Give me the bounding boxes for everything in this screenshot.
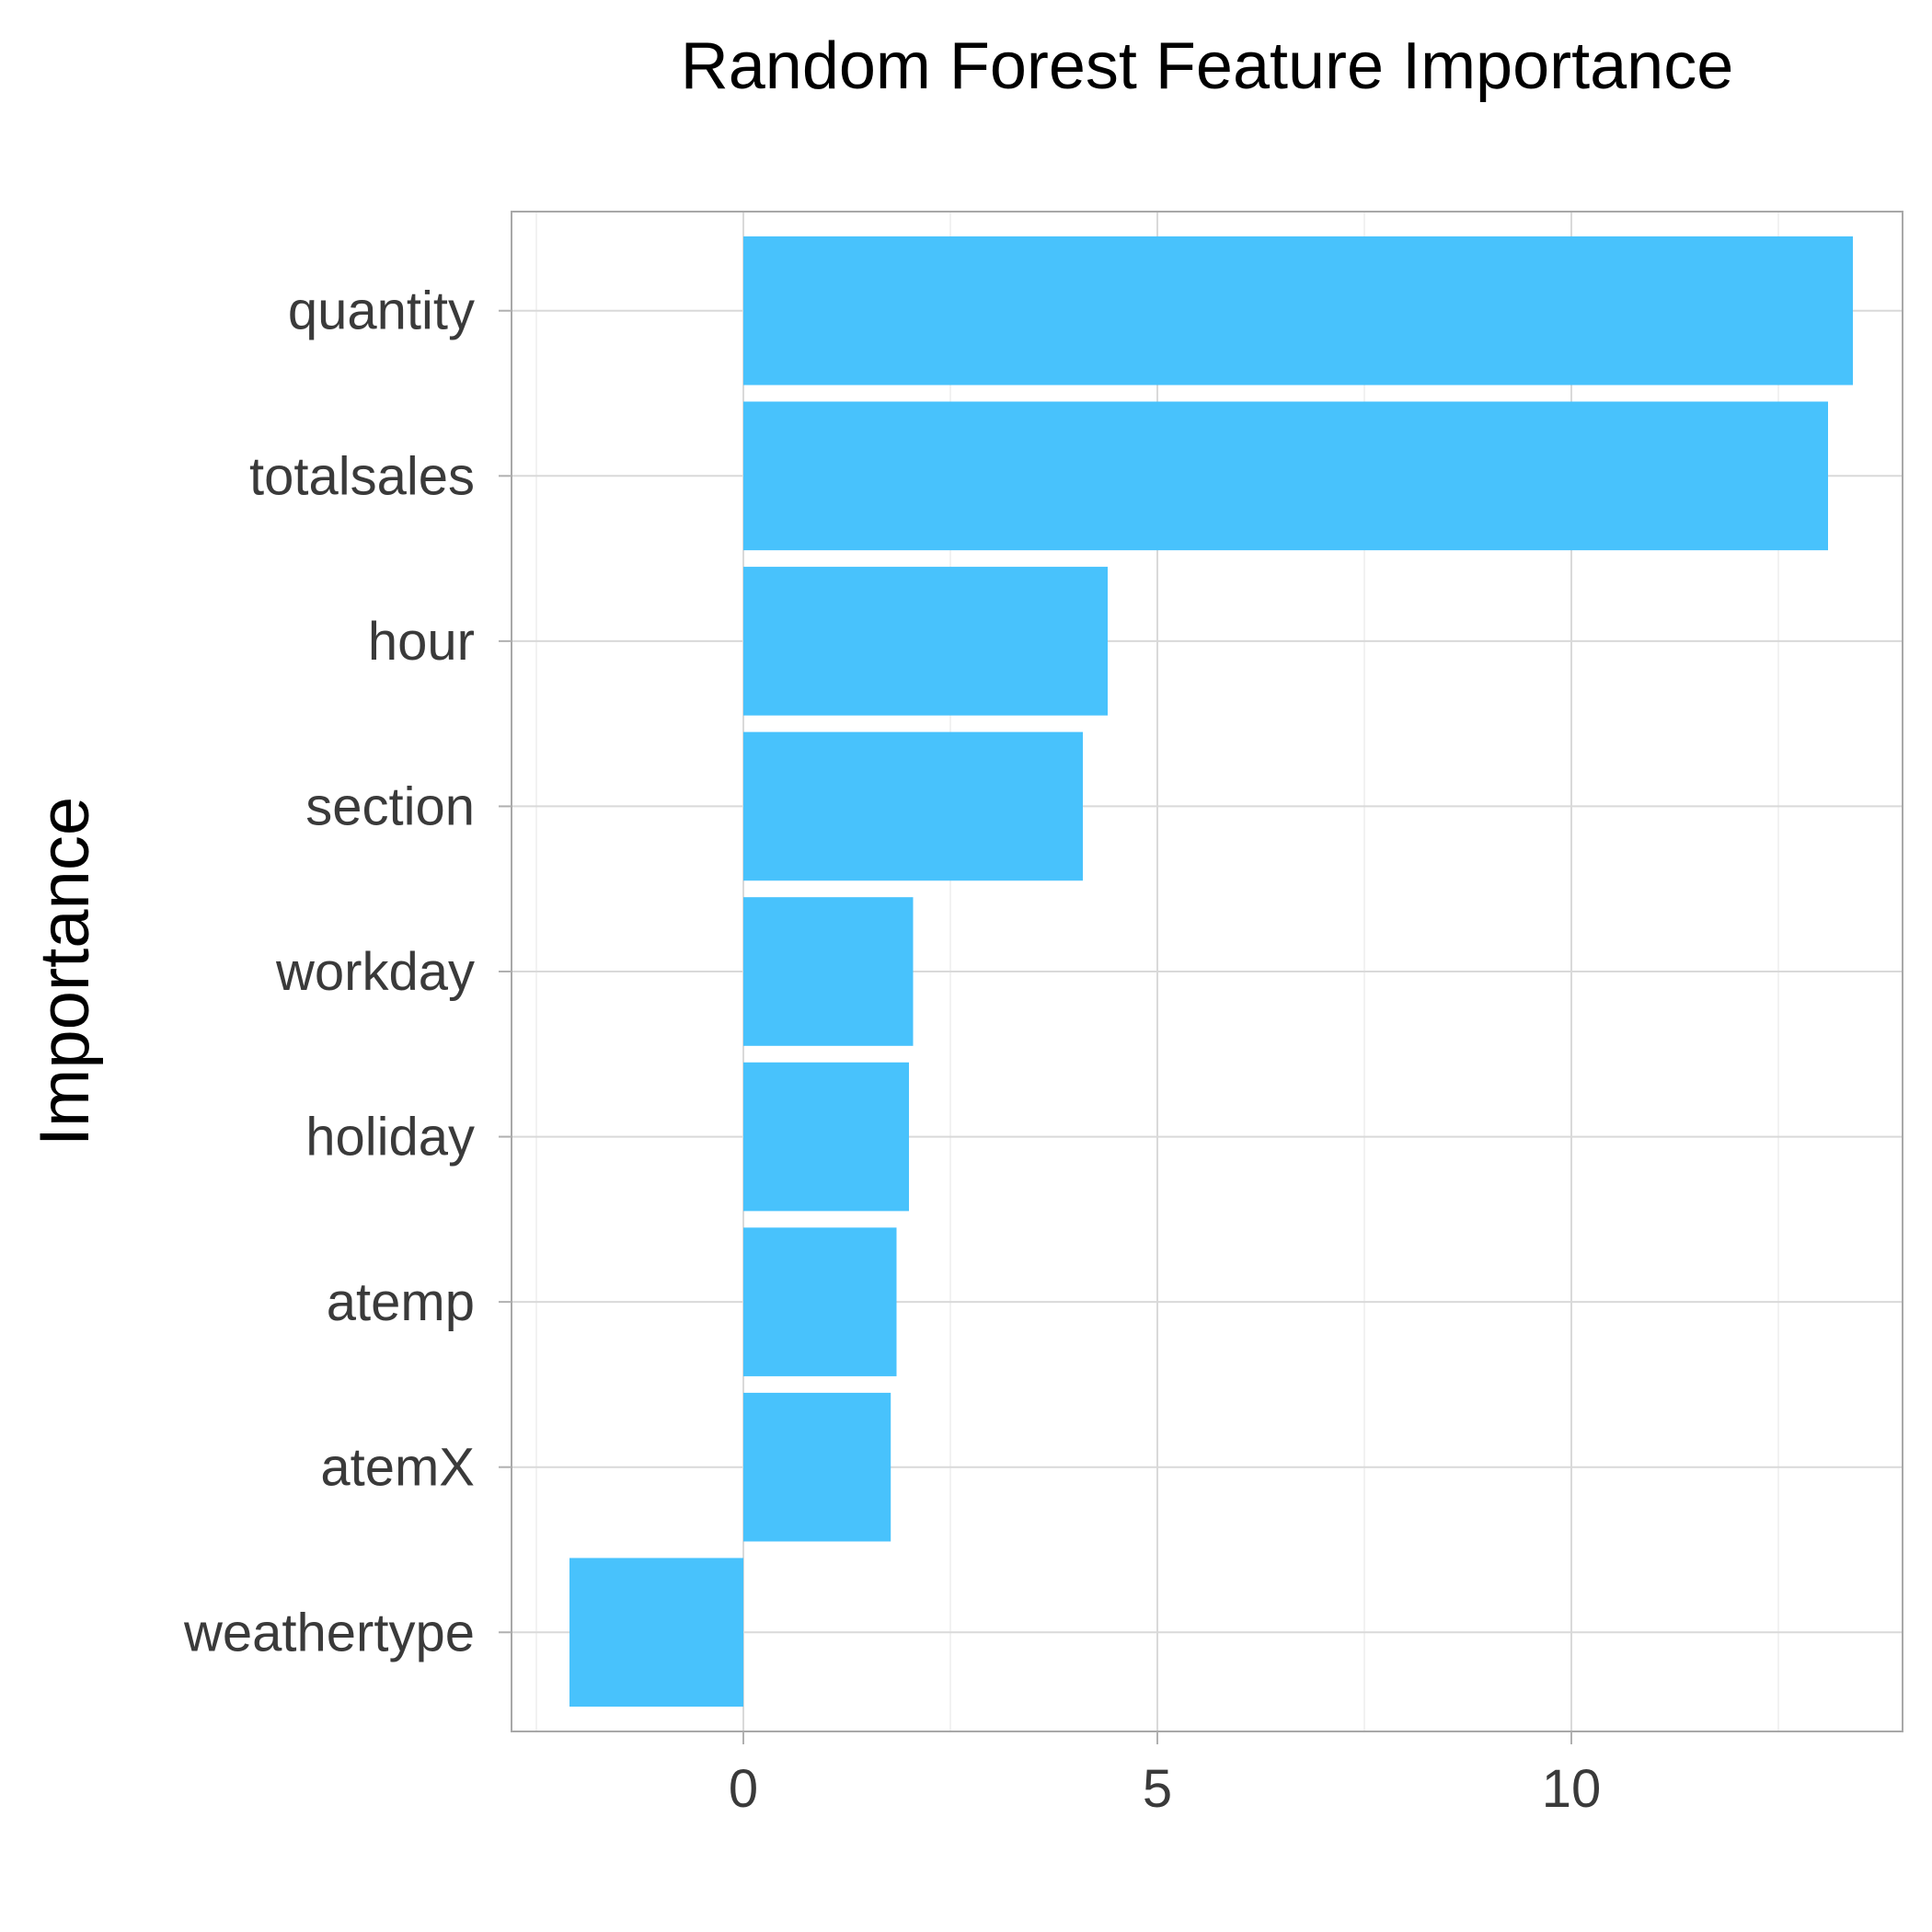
- bar-hour: [743, 567, 1108, 716]
- x-tick-labels: 0 5 10: [729, 1759, 1601, 1819]
- y-tick-labels: quantity totalsales hour section workday holi…: [183, 282, 475, 1663]
- y-axis-title: Importance: [26, 797, 104, 1146]
- bar-holiday: [743, 1062, 909, 1212]
- bar-workday: [743, 897, 914, 1046]
- bar-weathertype: [569, 1558, 743, 1708]
- chart-title: Random Forest Feature Importance: [681, 29, 1734, 103]
- y-tick-label: atemp: [327, 1272, 475, 1332]
- bar-atemp: [743, 1227, 897, 1376]
- bar-totalsales: [743, 401, 1828, 551]
- y-tick-label: atemX: [320, 1438, 475, 1498]
- y-tick-label: weathertype: [183, 1603, 475, 1662]
- y-tick-label: totalsales: [249, 446, 475, 506]
- bars: [569, 236, 1853, 1708]
- y-tick-label: section: [305, 776, 475, 836]
- y-tick-label: workday: [275, 942, 475, 1002]
- y-tick-label: holiday: [305, 1108, 475, 1167]
- x-tick-label: 0: [729, 1759, 758, 1819]
- x-tick-label: 5: [1143, 1759, 1172, 1819]
- y-tick-label: hour: [368, 612, 475, 672]
- ticks: [499, 309, 1572, 1744]
- x-tick-label: 10: [1542, 1759, 1602, 1819]
- bar-section: [743, 731, 1083, 881]
- y-tick-label: quantity: [288, 282, 475, 341]
- bar-quantity: [743, 236, 1853, 385]
- bar-atemX: [743, 1392, 891, 1542]
